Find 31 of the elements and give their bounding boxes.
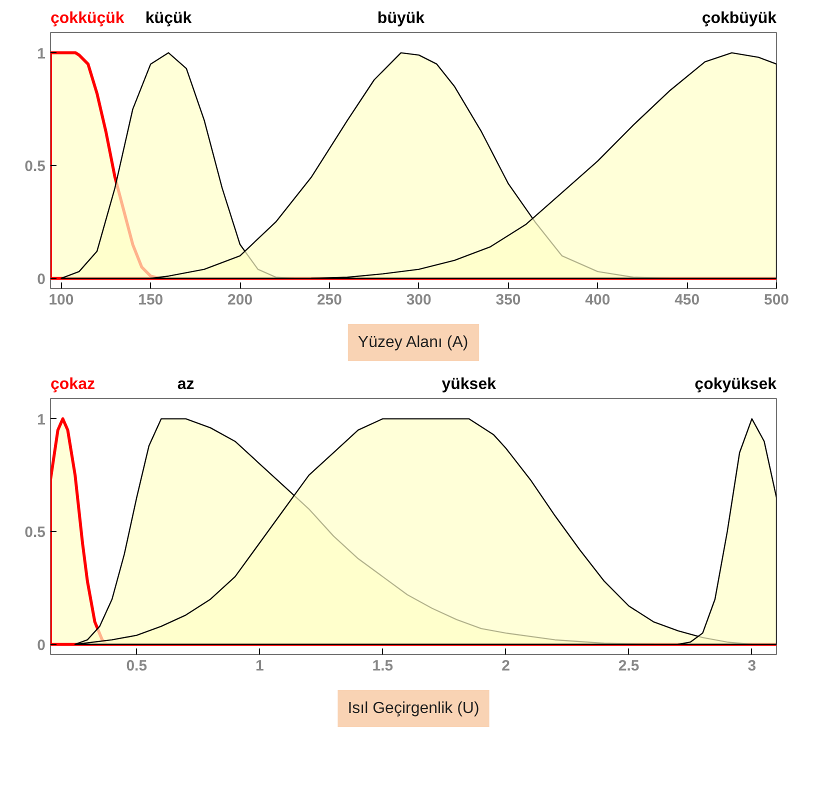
- y-tick-label: 0.5: [24, 524, 46, 542]
- x-tick-label: 250: [316, 292, 342, 308]
- x-tick-label: 2.5: [618, 658, 640, 674]
- x-tick-label: 500: [764, 292, 790, 308]
- x-tick-label: 400: [585, 292, 610, 308]
- series-label: yüksek: [442, 376, 496, 394]
- x-tick-label: 2: [502, 658, 510, 674]
- x-tick-label: 150: [138, 292, 164, 308]
- x-tick-label: 350: [496, 292, 521, 308]
- text: küçük: [145, 10, 192, 28]
- series-label: büyük: [377, 10, 425, 28]
- x-tick-label: 3: [748, 658, 756, 674]
- y-tick-label: 0: [37, 270, 46, 288]
- x-tick-label: 100: [48, 292, 74, 308]
- y-tick-label: 1: [37, 45, 46, 62]
- x-tick-label: 300: [406, 292, 432, 308]
- x-axis-title: Isıl Geçirgenlik (U): [348, 700, 480, 717]
- y-tick-label: 0: [37, 636, 46, 654]
- series-label: az: [177, 376, 194, 394]
- text: çokyüksek: [694, 376, 777, 394]
- x-tick-label: 200: [228, 292, 253, 308]
- x-tick-label: 0.5: [126, 658, 148, 674]
- y-tick-label: 0.5: [24, 158, 46, 176]
- x-tick-label: 1.5: [372, 658, 394, 674]
- x-axis-title: Yüzey Alanı (A): [358, 334, 468, 351]
- x-tick-label: 1: [256, 658, 264, 674]
- series-label: çokaz: [50, 376, 95, 394]
- x-tick-label: 450: [674, 292, 700, 308]
- text: çokbüyük: [702, 10, 777, 28]
- series-label: çokküçük: [50, 10, 124, 28]
- y-tick-label: 1: [37, 411, 46, 428]
